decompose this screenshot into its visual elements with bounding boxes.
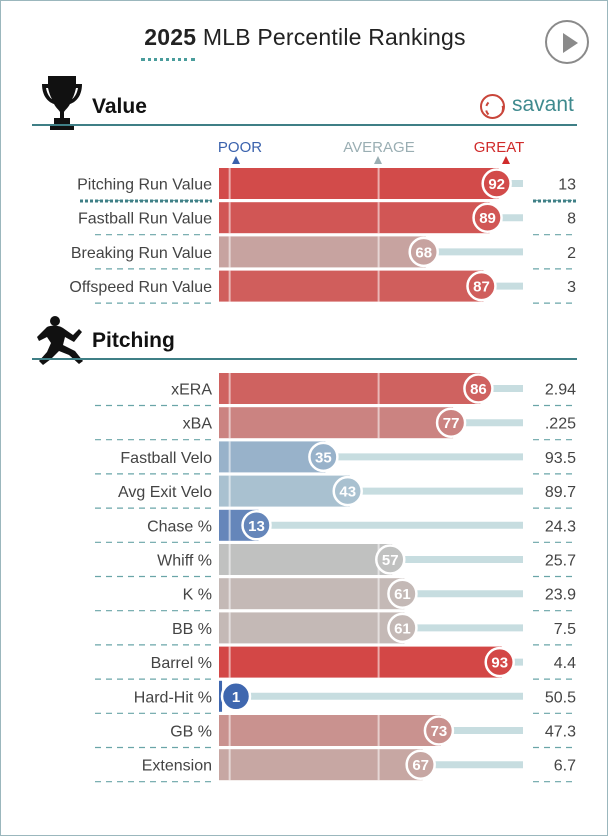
scale-poor-label: POOR	[217, 139, 263, 156]
poor-marker-icon	[232, 156, 240, 164]
title-text: MLB Percentile Rankings	[202, 24, 466, 50]
scale-average-label: AVERAGE	[343, 139, 415, 156]
section-divider-pitching	[32, 358, 577, 360]
page-title: 2025 MLB Percentile Rankings	[0, 24, 610, 51]
scale-great-label: GREAT	[473, 139, 525, 156]
great-marker-icon	[502, 156, 510, 164]
play-button[interactable]	[545, 20, 589, 64]
brand-name: savant	[512, 93, 574, 116]
title-underline	[141, 58, 195, 61]
section-title-pitching: Pitching	[92, 329, 175, 352]
scale-markers	[232, 156, 510, 164]
average-marker-icon	[374, 156, 382, 164]
title-year: 2025	[144, 24, 197, 50]
trophy-icon	[42, 76, 82, 130]
baseball-icon	[480, 94, 505, 119]
section-divider-value	[32, 124, 577, 126]
section-title-value: Value	[92, 95, 147, 118]
pitcher-silhouette-icon	[37, 316, 83, 365]
